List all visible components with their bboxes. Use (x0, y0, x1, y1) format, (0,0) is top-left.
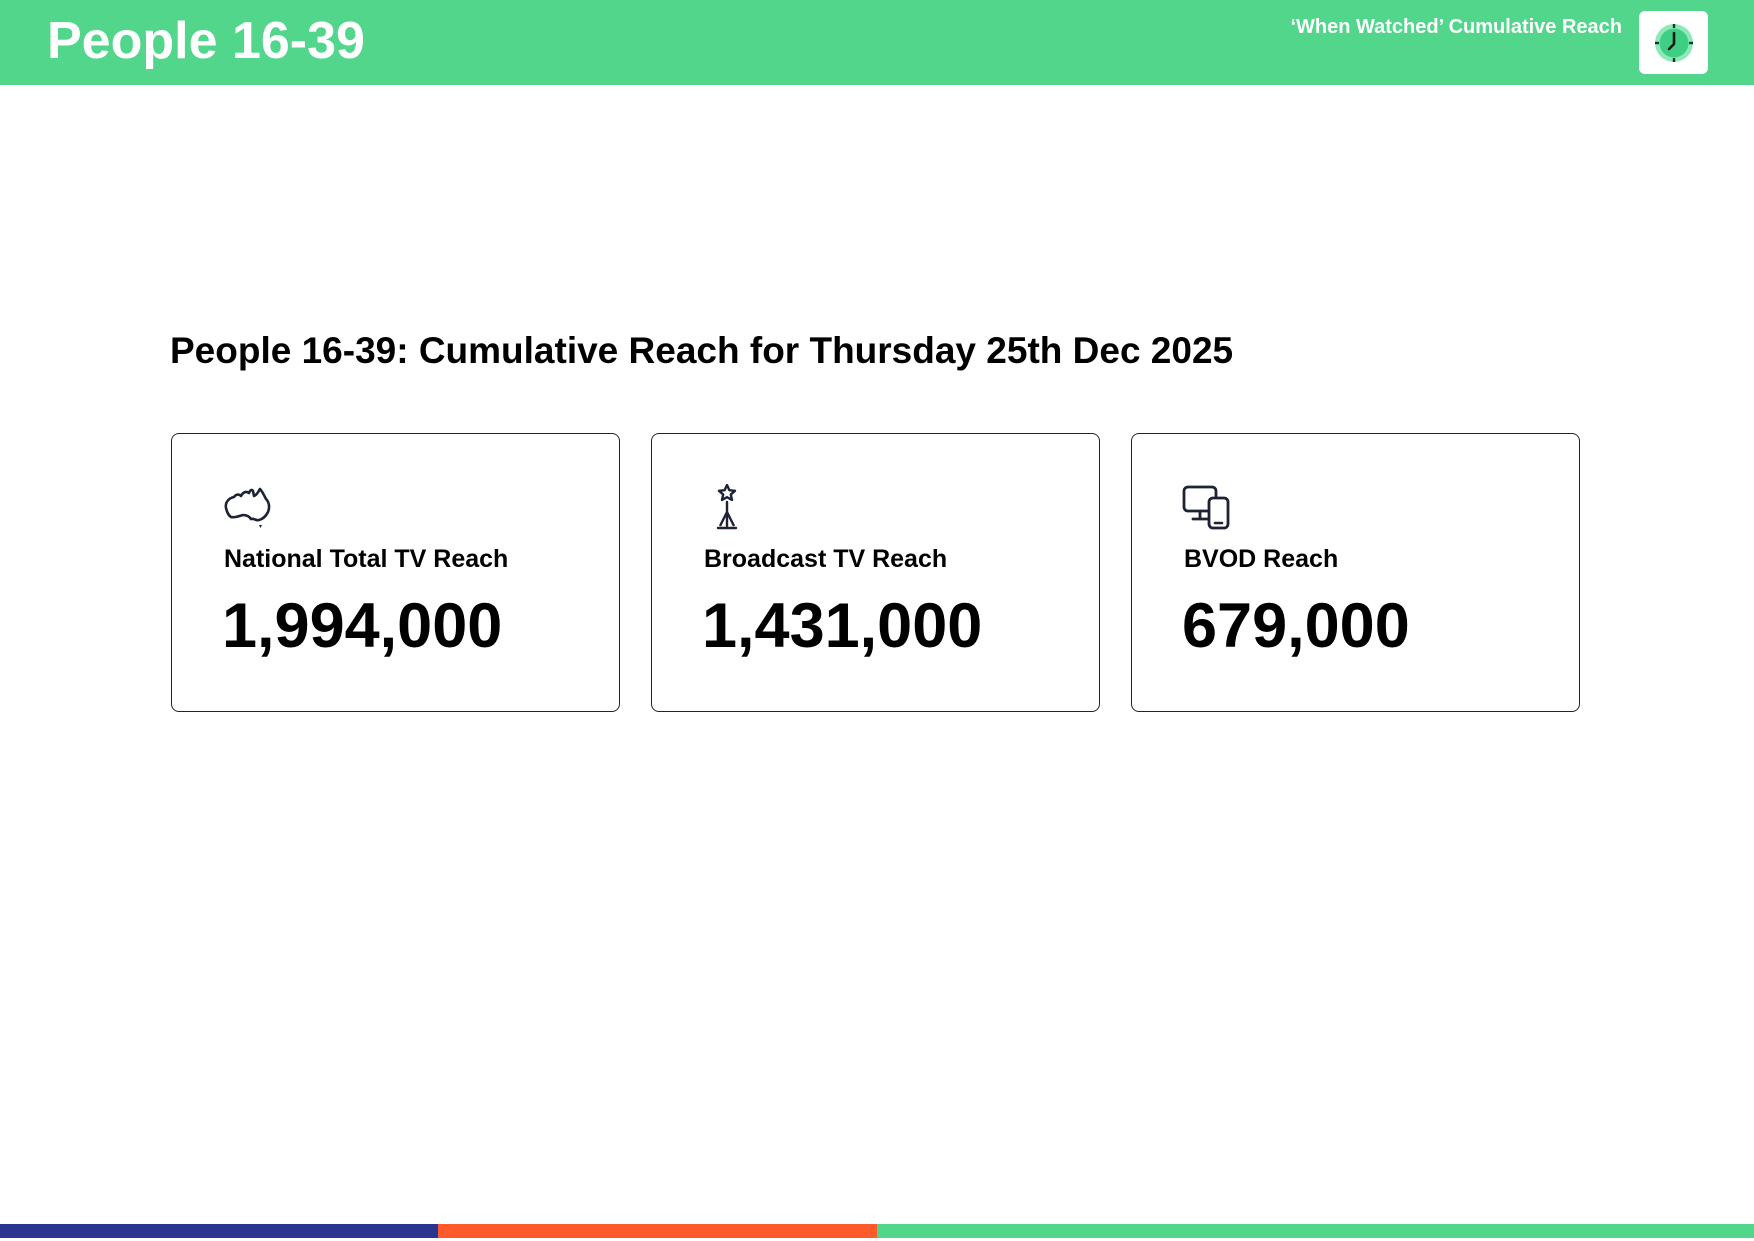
card-label: National Total TV Reach (224, 545, 509, 573)
reach-heading: People 16-39: Cumulative Reach for Thurs… (170, 330, 1234, 371)
card-value: 679,000 (1182, 591, 1410, 661)
logo-badge (1639, 11, 1708, 74)
broadcast-tower-icon (716, 484, 738, 530)
page-title: People 16-39 (47, 12, 365, 70)
broadcast-tv-reach-card: Broadcast TV Reach 1,431,000 (651, 433, 1100, 712)
footer-bar-orange (438, 1224, 877, 1238)
footer-bar-navy (0, 1224, 438, 1238)
australia-map-icon (224, 487, 271, 528)
card-value: 1,994,000 (222, 591, 503, 661)
devices-icon (1182, 485, 1230, 530)
footer-bar-green (877, 1224, 1754, 1238)
card-label: BVOD Reach (1184, 545, 1339, 573)
card-value: 1,431,000 (702, 591, 983, 661)
clock-icon (1655, 24, 1693, 62)
card-label: Broadcast TV Reach (704, 545, 948, 573)
national-tv-reach-card: National Total TV Reach 1,994,000 (171, 433, 620, 712)
report-subtitle: ‘When Watched’ Cumulative Reach (1290, 16, 1622, 38)
bvod-reach-card: BVOD Reach 679,000 (1131, 433, 1580, 712)
header-banner: People 16-39 ‘When Watched’ Cumulative R… (0, 0, 1754, 85)
